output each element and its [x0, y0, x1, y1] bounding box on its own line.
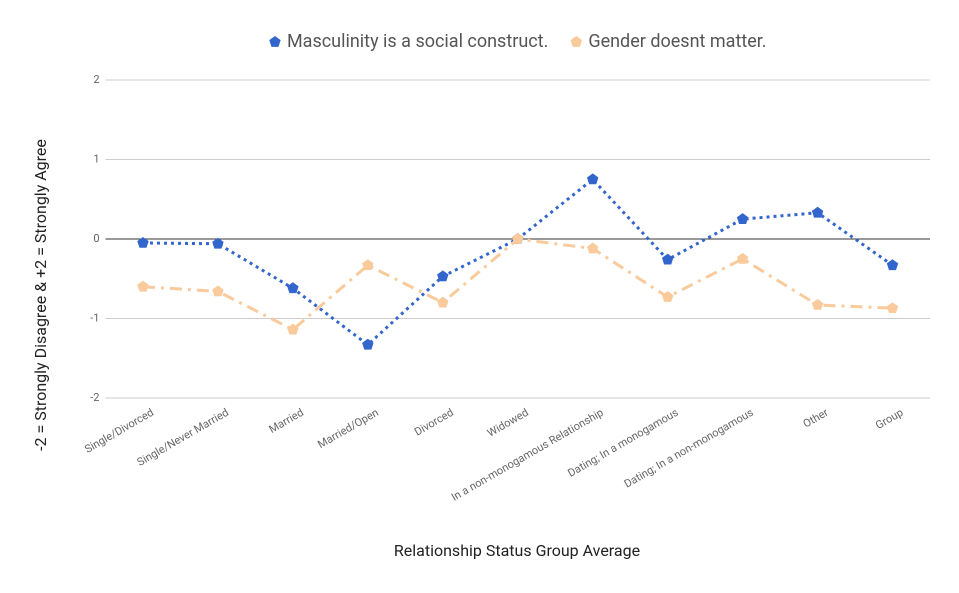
y-tick-label: 1	[93, 152, 99, 165]
point	[662, 291, 674, 302]
x-tick-label: In a non-monogamous Relationship	[449, 406, 606, 504]
legend-marker	[269, 36, 281, 47]
legend-label: Masculinity is a social construct.	[287, 31, 548, 52]
x-tick-label: Married/Open	[315, 406, 380, 451]
x-tick-label: Single/Divorced	[82, 406, 155, 456]
series-line	[142, 237, 893, 332]
point	[362, 259, 374, 271]
x-tick-label: Group	[873, 406, 905, 432]
y-tick-label: 0	[93, 232, 99, 245]
point	[587, 242, 599, 254]
point	[662, 253, 674, 265]
y-axis-title: -2 = Strongly Disagree & +2 = Strongly A…	[31, 139, 50, 451]
point	[736, 252, 749, 264]
point	[287, 282, 299, 294]
point	[437, 270, 449, 282]
point	[811, 206, 824, 218]
point	[212, 285, 224, 297]
x-tick-label: Widowed	[485, 406, 531, 440]
point	[137, 280, 149, 292]
y-tick-label: -1	[90, 311, 99, 324]
point	[287, 323, 299, 335]
point	[362, 338, 374, 350]
y-tick-label: 2	[93, 73, 99, 86]
x-tick-label: Dating; In a non-monogamous	[622, 406, 756, 491]
legend-label: Gender doesnt matter.	[588, 31, 766, 52]
x-axis-title: Relationship Status Group Average	[394, 541, 640, 560]
legend-marker	[570, 36, 583, 47]
point	[587, 173, 599, 185]
series-line	[142, 177, 894, 347]
point	[512, 233, 524, 244]
point	[212, 237, 224, 249]
point	[137, 237, 149, 248]
x-tick-label: Other	[801, 406, 831, 431]
legend: Masculinity is a social construct. Gender…	[269, 31, 767, 52]
point	[811, 299, 824, 310]
y-tick-label: -2	[90, 391, 99, 404]
point	[437, 296, 449, 308]
point	[886, 302, 899, 313]
x-tick-label: Divorced	[412, 406, 456, 439]
x-tick-label: Married	[267, 406, 306, 436]
point	[736, 213, 749, 224]
point	[886, 259, 899, 271]
